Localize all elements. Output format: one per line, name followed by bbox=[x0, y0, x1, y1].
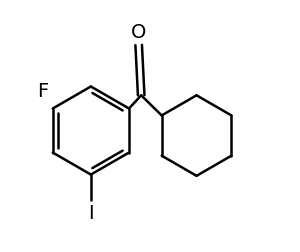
Text: O: O bbox=[131, 23, 146, 42]
Text: F: F bbox=[37, 82, 48, 101]
Text: I: I bbox=[88, 203, 94, 222]
